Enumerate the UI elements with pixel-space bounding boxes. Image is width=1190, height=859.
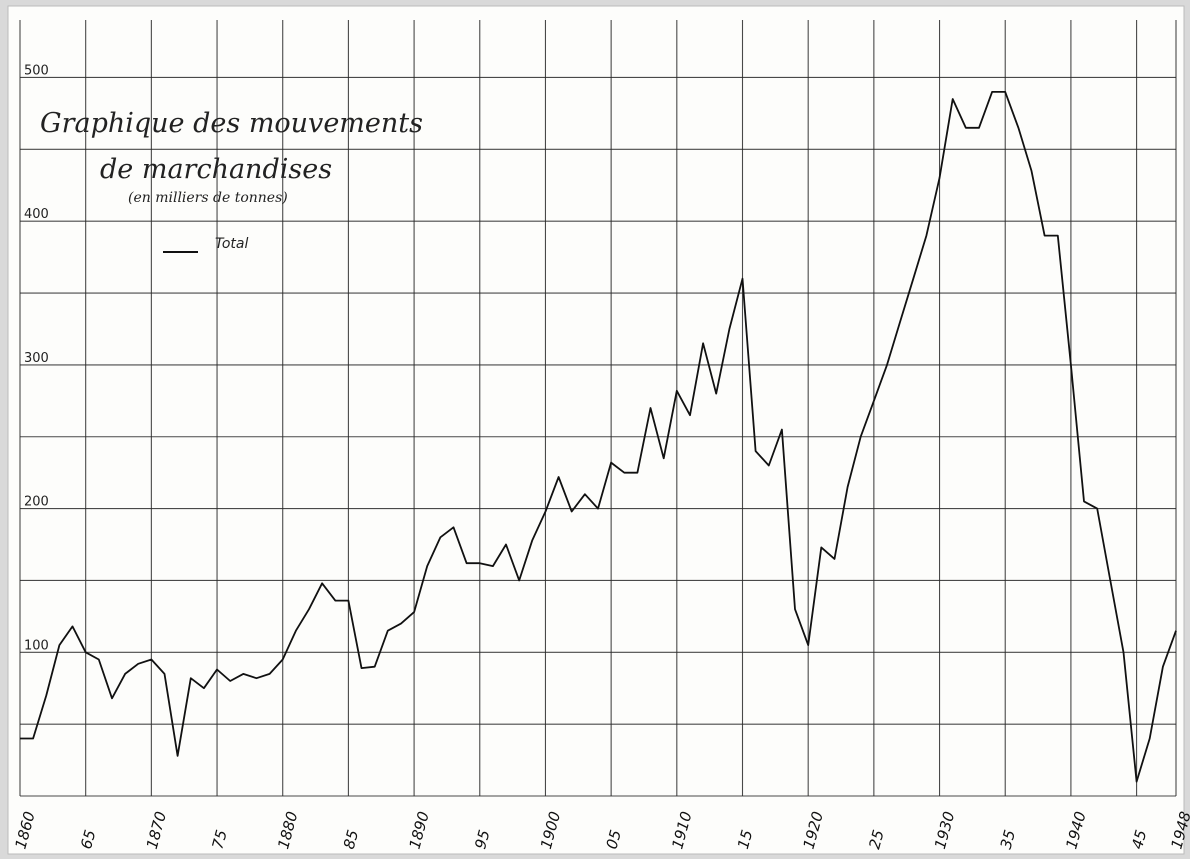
x-tick-label: 05: [603, 828, 625, 851]
x-axis-ticks: 1860 65 1870 75 1880 85 1890 95 1900 05 1910 15 1920…: [11, 809, 1190, 851]
x-tick-label: 45: [1128, 828, 1150, 851]
legend: Total: [163, 236, 248, 253]
y-tick-label: 200: [24, 495, 49, 510]
x-tick-label: 65: [77, 828, 99, 851]
chart-title-line2: de marchandises: [100, 154, 332, 185]
x-tick-label: 75: [209, 828, 231, 851]
y-tick-label: 100: [24, 638, 49, 653]
chart-title-line1: Graphique des mouvements: [40, 108, 423, 139]
grid: [19, 20, 1177, 797]
y-tick-label: 500: [24, 63, 49, 78]
x-tick-label: 35: [997, 828, 1019, 851]
x-tick-label: 85: [340, 828, 362, 851]
x-tick-label: 25: [865, 828, 887, 851]
x-tick-label: 15: [734, 828, 756, 851]
y-tick-label: 300: [24, 351, 49, 366]
legend-label-0: Total: [215, 236, 248, 252]
series-lines: [20, 91, 1177, 783]
y-tick-label: 400: [24, 207, 49, 222]
x-tick-label: 95: [471, 828, 493, 851]
y-axis-ticks: 100 200 300 400 500: [24, 63, 49, 653]
chart-subtitle: (en milliers de tonnes): [128, 190, 288, 206]
series-line-0: [20, 91, 1177, 783]
paper-background: [7, 5, 1185, 855]
